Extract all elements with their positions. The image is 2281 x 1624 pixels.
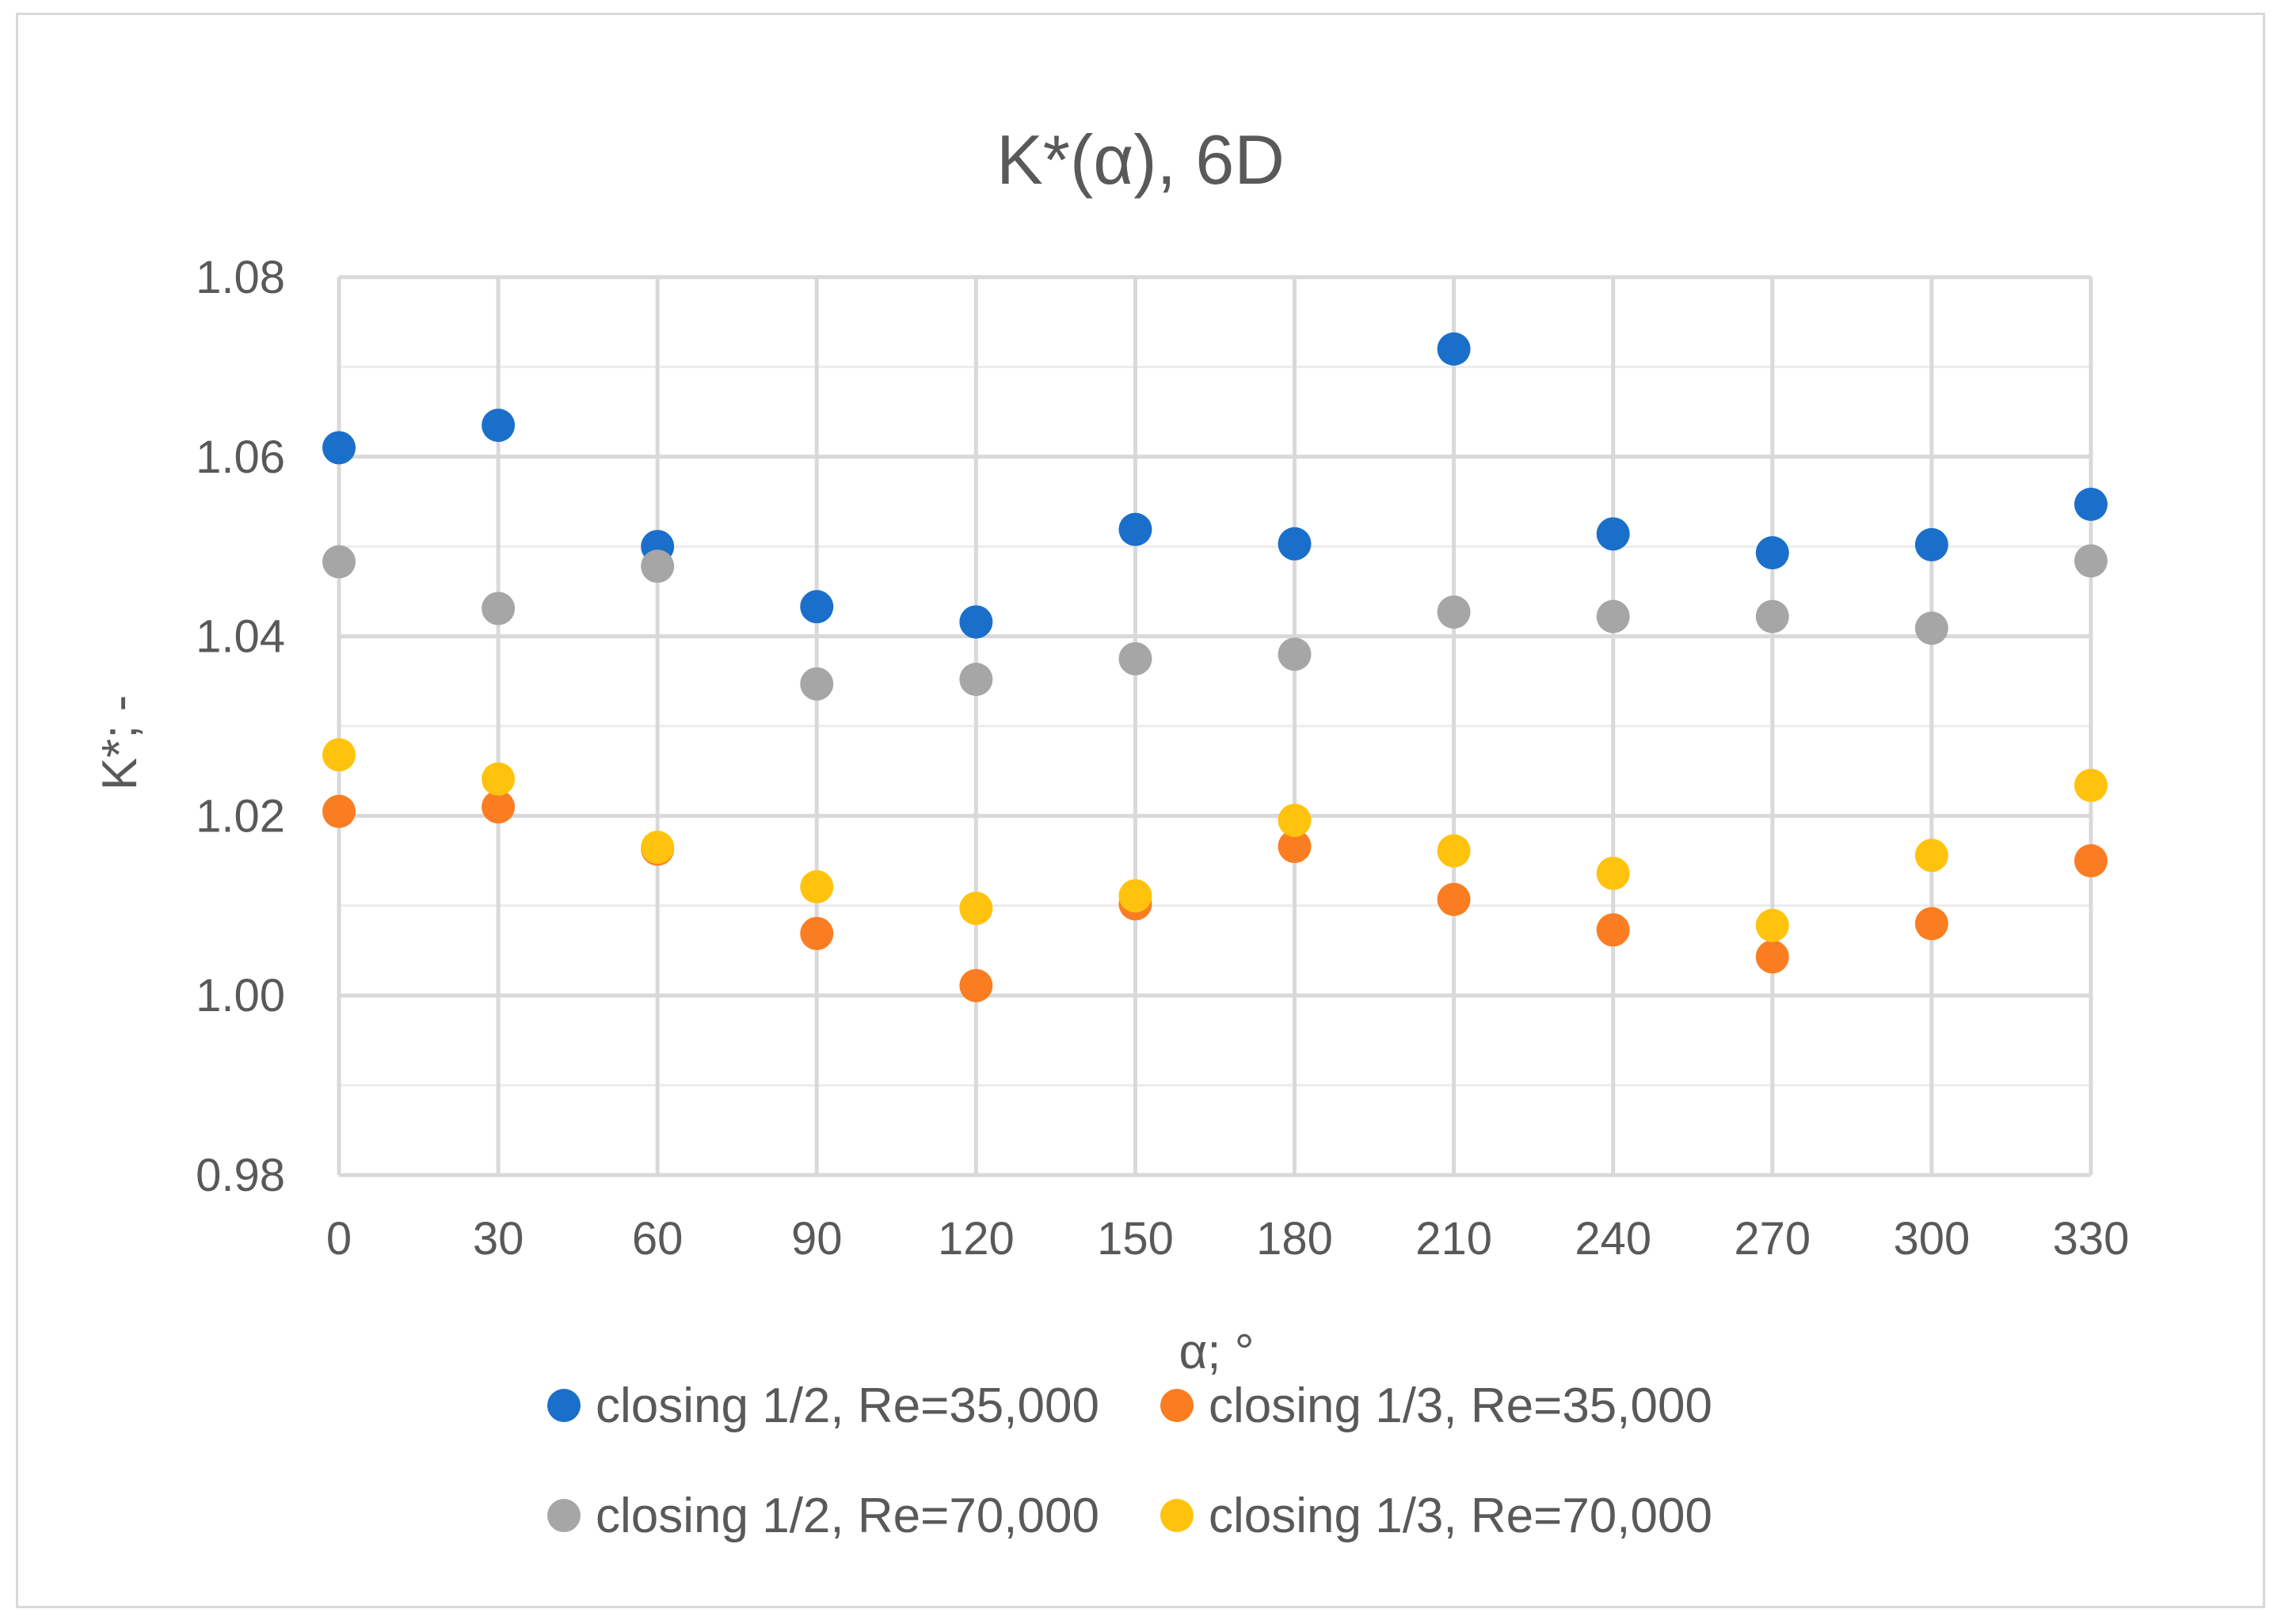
legend-item: closing 1/2, Re=35,000: [547, 1379, 1099, 1433]
legend-label: closing 1/3, Re=70,000: [1209, 1489, 1712, 1543]
grid-layer: [337, 275, 2093, 1177]
data-point: [1755, 940, 1789, 974]
data-point: [1914, 907, 1948, 941]
data-point: [322, 431, 356, 465]
x-tick-label: 120: [938, 1213, 1015, 1265]
data-point: [1914, 527, 1948, 561]
data-point: [1755, 536, 1789, 570]
x-tick-label: 300: [1894, 1213, 1971, 1265]
data-point: [800, 869, 834, 903]
data-point: [322, 545, 356, 579]
chart-title: K*(α), 6D: [996, 120, 1285, 199]
legend-marker: [547, 1389, 581, 1422]
data-point: [1278, 637, 1312, 671]
data-points: [322, 332, 2108, 1002]
data-point: [1755, 599, 1789, 633]
data-point: [1437, 882, 1471, 916]
data-point: [800, 916, 834, 950]
legend-marker: [1160, 1499, 1194, 1532]
data-point: [482, 790, 516, 824]
data-point: [1118, 879, 1152, 913]
legend-item: closing 1/3, Re=70,000: [1160, 1489, 1712, 1543]
series-4: [322, 738, 2108, 942]
y-tick-label: 1.02: [196, 790, 285, 842]
data-point: [1596, 913, 1630, 947]
x-tick-label: 30: [473, 1213, 524, 1265]
data-point: [482, 409, 516, 443]
legend-item: closing 1/3, Re=35,000: [1160, 1379, 1712, 1433]
x-tick-label: 180: [1256, 1213, 1333, 1265]
y-tick-label: 1.08: [196, 252, 285, 303]
data-point: [1437, 834, 1471, 868]
x-axis-title: α; °: [1179, 1325, 1254, 1379]
data-point: [2074, 544, 2108, 578]
legend-marker: [1160, 1389, 1194, 1422]
x-tick-label: 90: [791, 1213, 843, 1265]
data-point: [959, 663, 993, 697]
x-tick-label: 0: [326, 1213, 352, 1265]
data-point: [959, 968, 993, 1002]
data-point: [322, 794, 356, 828]
data-point: [1437, 595, 1471, 629]
legend: closing 1/2, Re=35,000 closing 1/3, Re=35…: [547, 1379, 1712, 1543]
data-point: [1914, 611, 1948, 645]
data-point: [2074, 768, 2108, 802]
x-tick-labels: 0 30 60 90 120 150 180 210 240 270 300 330: [326, 1213, 2130, 1265]
data-point: [322, 738, 356, 772]
legend-label: closing 1/3, Re=35,000: [1209, 1379, 1712, 1433]
data-point: [1278, 527, 1312, 561]
y-axis-title: K*; -: [93, 695, 147, 791]
data-point: [2074, 487, 2108, 521]
legend-item: closing 1/2, Re=70,000: [547, 1489, 1099, 1543]
x-tick-label: 270: [1734, 1213, 1811, 1265]
data-point: [1278, 829, 1312, 863]
data-point: [800, 667, 834, 701]
data-point: [1914, 839, 1948, 873]
data-point: [1596, 517, 1630, 551]
y-tick-label: 1.04: [196, 611, 285, 663]
y-tick-label: 1.06: [196, 432, 285, 483]
data-point: [641, 550, 675, 584]
x-tick-label: 210: [1415, 1213, 1492, 1265]
data-point: [1437, 332, 1471, 366]
data-point: [1596, 856, 1630, 890]
y-tick-label: 0.98: [196, 1150, 285, 1201]
chart-frame: [16, 13, 2265, 1608]
data-point: [1596, 599, 1630, 633]
x-tick-label: 60: [632, 1213, 684, 1265]
data-point: [1118, 512, 1152, 546]
data-point: [482, 591, 516, 626]
data-point: [1278, 804, 1312, 838]
y-tick-label: 1.00: [196, 970, 285, 1021]
x-tick-label: 240: [1575, 1213, 1651, 1265]
series-2: [322, 790, 2108, 1002]
legend-label: closing 1/2, Re=35,000: [596, 1379, 1099, 1433]
legend-marker: [547, 1499, 581, 1532]
data-point: [800, 590, 834, 624]
data-point: [959, 605, 993, 639]
legend-label: closing 1/2, Re=70,000: [596, 1489, 1099, 1543]
x-tick-label: 330: [2053, 1213, 2130, 1265]
y-tick-labels: 0.98 1.00 1.02 1.04 1.06 1.08: [196, 252, 285, 1201]
data-point: [959, 892, 993, 926]
series-1: [322, 332, 2108, 639]
data-point: [1118, 641, 1152, 675]
data-point: [1755, 908, 1789, 942]
x-tick-label: 150: [1097, 1213, 1174, 1265]
data-point: [2074, 844, 2108, 878]
data-point: [482, 762, 516, 796]
series-3: [322, 544, 2108, 701]
data-point: [641, 831, 675, 865]
